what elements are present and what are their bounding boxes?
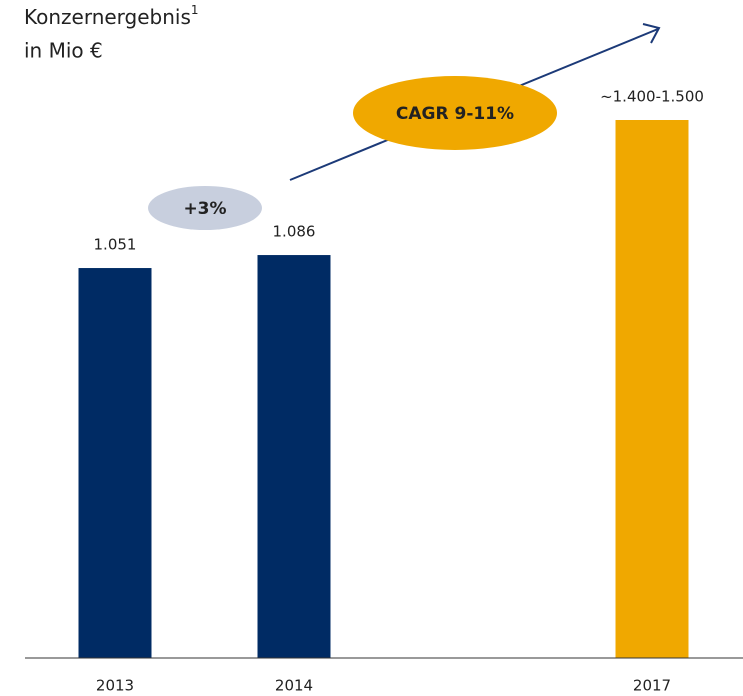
bar [615,120,689,658]
x-tick-label: 2014 [275,677,313,695]
annotation-text: CAGR 9-11% [396,104,514,124]
chart-title: Konzernergebnis1 [24,3,199,29]
annotation-bubble [353,76,557,150]
value-label: 1.086 [273,223,316,241]
x-tick-label: 2013 [96,677,134,695]
footnote-marker: 1 [191,3,199,17]
value-label: 1.051 [94,236,137,254]
arrow-head [642,23,661,44]
bar [257,255,331,658]
value-label: ~1.400-1.500 [600,88,704,106]
chart-subtitle: in Mio € [24,39,103,63]
annotation-bubble [148,186,262,230]
bar [78,268,152,658]
annotation-text: +3% [183,199,226,219]
title-text: Konzernergebnis [24,5,191,29]
x-tick-label: 2017 [633,677,671,695]
